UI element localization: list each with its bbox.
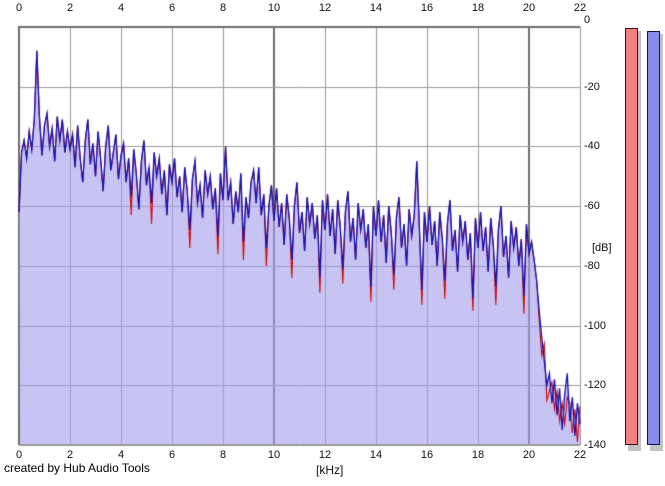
- y-axis-tick-label: -80: [584, 259, 600, 272]
- x-axis-bottom-tick-label: 10: [267, 449, 281, 461]
- x-axis-top-tick-label: 18: [471, 2, 485, 14]
- x-axis-unit-label: [kHz]: [316, 463, 344, 477]
- x-axis-bottom-tick-label: 4: [117, 449, 125, 461]
- y-axis-tick-label: -120: [584, 379, 607, 392]
- y-axis-tick-label: -40: [584, 140, 600, 153]
- y-axis-tick-label: -60: [584, 200, 600, 213]
- x-axis-top-tick-label: 16: [420, 2, 434, 14]
- credit-text: created by Hub Audio Tools: [4, 461, 150, 475]
- x-axis-bottom-tick-label: 22: [573, 449, 587, 461]
- x-axis-bottom-tick-label: 6: [168, 449, 176, 461]
- y-axis-tick-label: -20: [584, 80, 600, 93]
- x-axis-bottom-tick-label: 20: [522, 449, 536, 461]
- x-axis-bottom-tick-label: 14: [369, 449, 383, 461]
- x-axis-top-tick-label: 4: [117, 2, 125, 14]
- x-axis-top-tick-label: 2: [66, 2, 74, 14]
- x-axis-bottom-tick-label: 8: [219, 449, 227, 461]
- blue-level-meter-bar: [647, 31, 660, 445]
- x-axis-bottom-tick-label: 16: [420, 449, 434, 461]
- x-axis-top-tick-label: 20: [522, 2, 536, 14]
- x-axis-bottom-tick-label: 0: [15, 449, 23, 461]
- x-axis-bottom-tick-label: 2: [66, 449, 74, 461]
- y-axis-unit-label: [dB]: [592, 241, 612, 254]
- x-axis-top-tick-label: 14: [369, 2, 383, 14]
- x-axis-top-tick-label: 12: [318, 2, 332, 14]
- y-axis-tick-label: -100: [584, 319, 607, 332]
- x-axis-bottom-tick-label: 12: [318, 449, 332, 461]
- x-axis-top-tick-label: 8: [219, 2, 227, 14]
- y-axis-tick-label: -140: [584, 439, 607, 451]
- x-axis-top-tick-label: 10: [267, 2, 281, 14]
- x-axis-bottom-tick-label: 18: [471, 449, 485, 461]
- x-axis-top-tick-label: 22: [573, 2, 587, 14]
- x-axis-top-tick-label: 0: [15, 2, 23, 14]
- x-axis-top-tick-label: 6: [168, 2, 176, 14]
- y-axis-tick-label: 0: [584, 14, 591, 26]
- pink-level-meter-bar: [625, 28, 638, 445]
